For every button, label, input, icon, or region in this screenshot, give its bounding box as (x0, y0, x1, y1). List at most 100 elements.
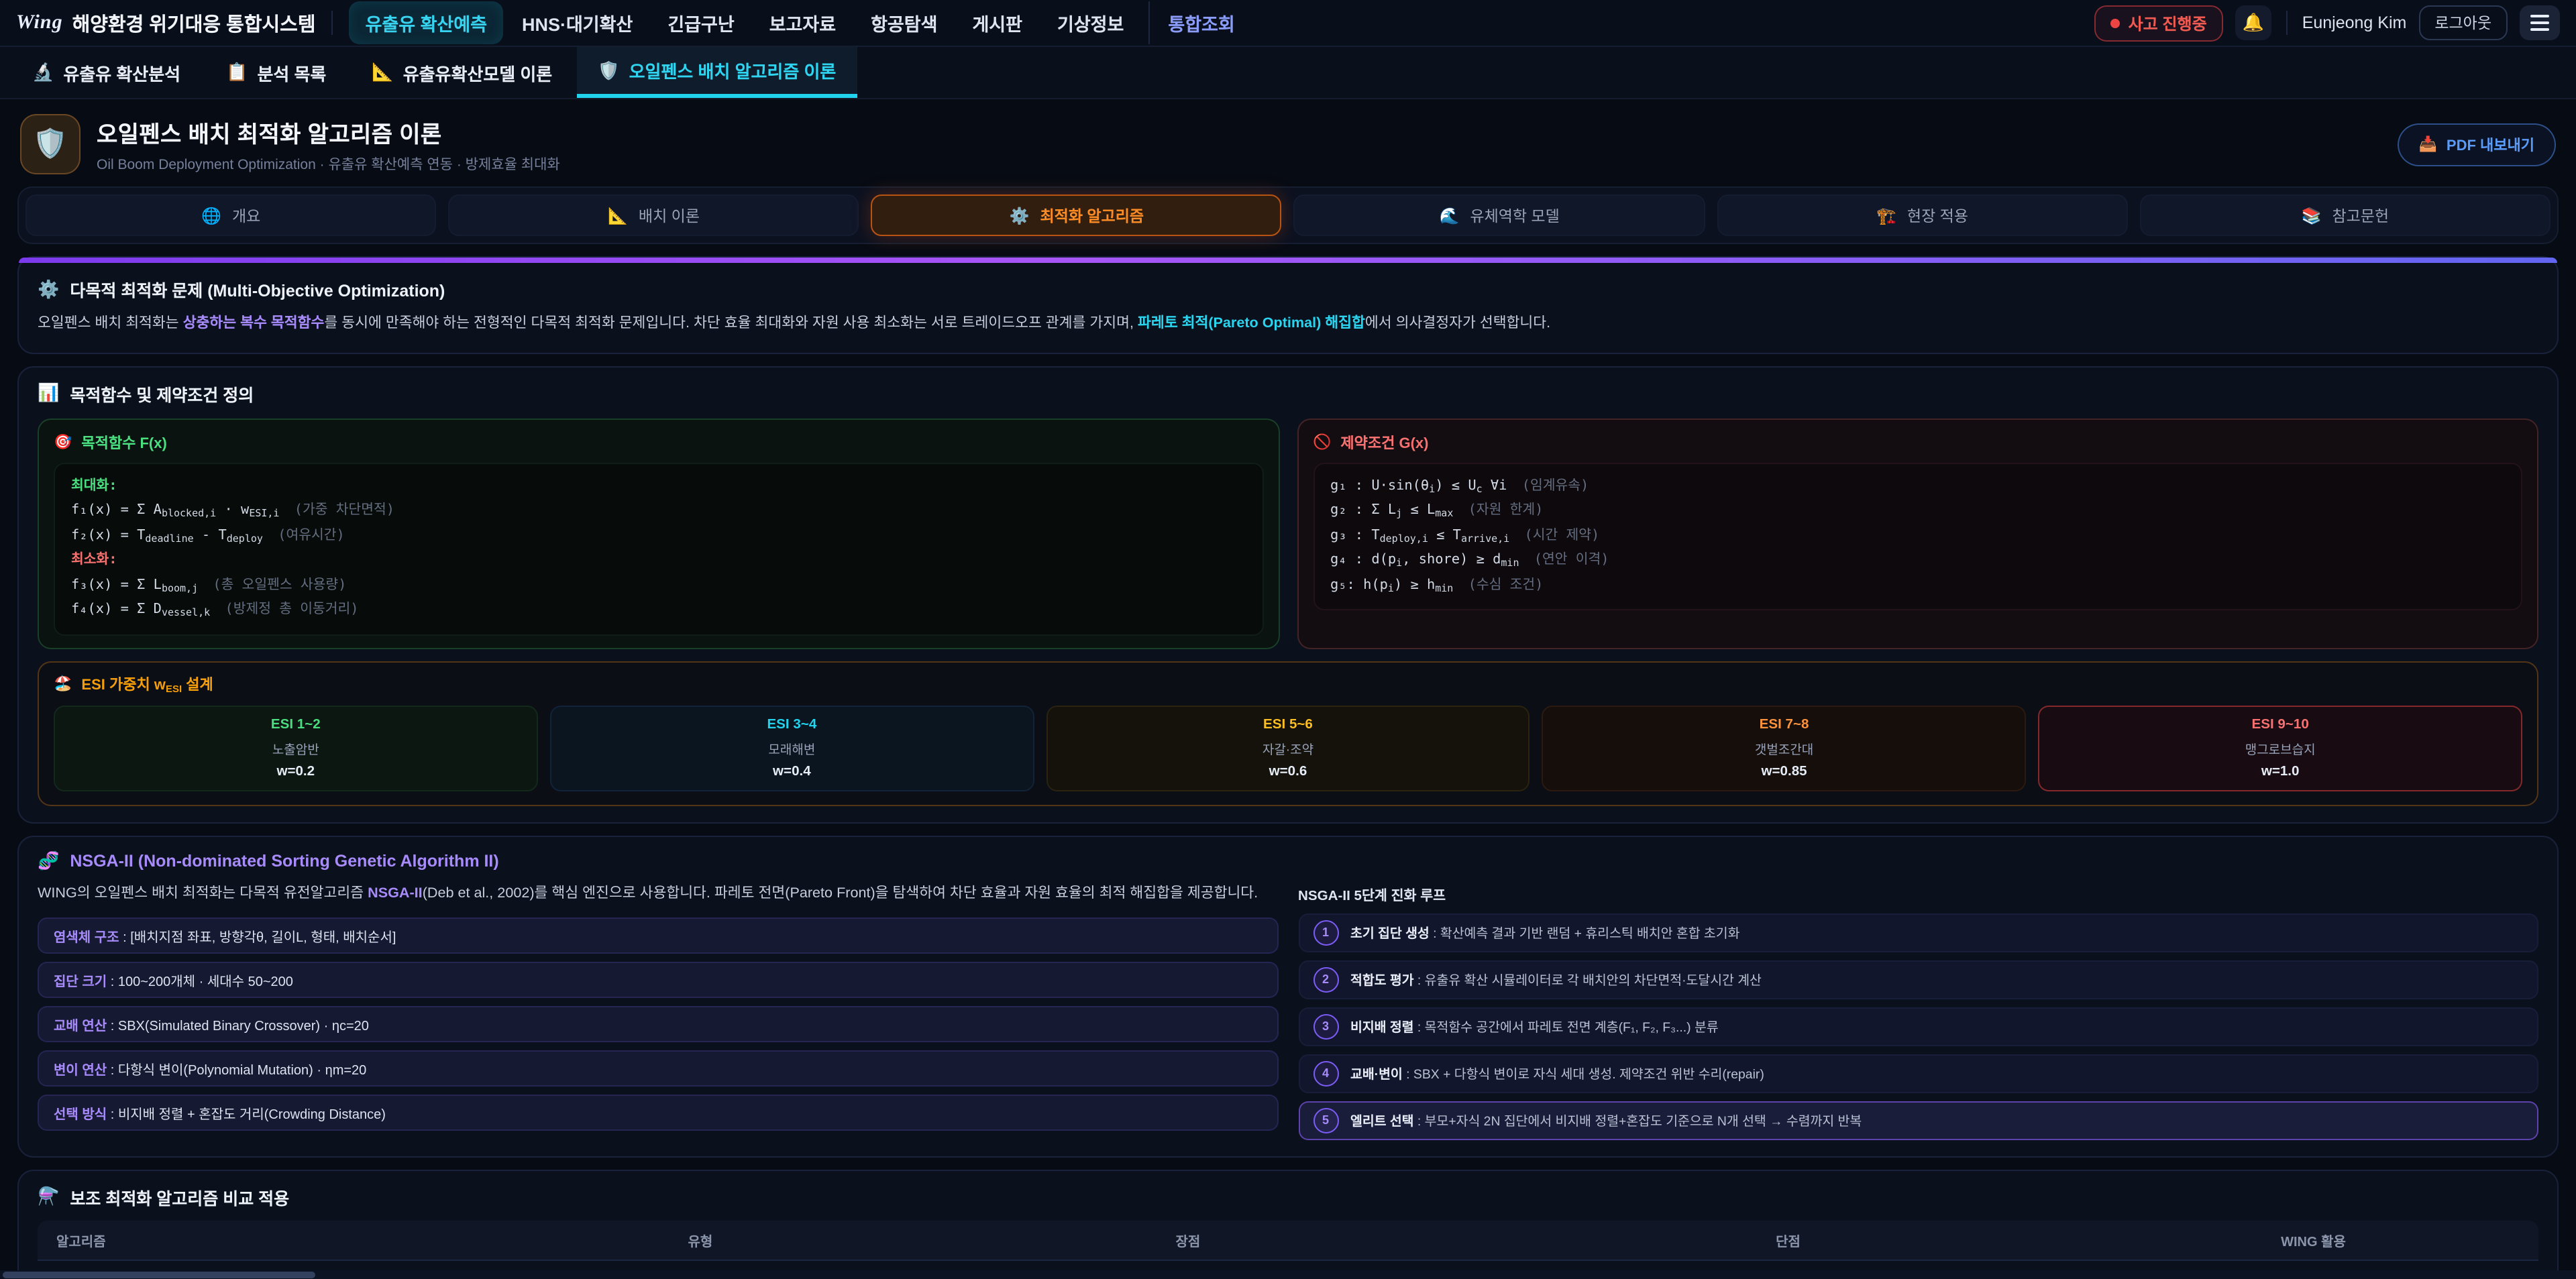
step-text: 교배·변이 : SBX + 다항식 변이로 자식 세대 생성. 제약조건 위반 … (1350, 1064, 1764, 1083)
microscope-icon: 🔬 (32, 62, 54, 82)
section-tab-0[interactable]: 🌐 개요 (25, 194, 437, 236)
step-label: 엘리트 선택 (1350, 1115, 1414, 1130)
subscript: i (1387, 581, 1394, 594)
brand[interactable]: Wing 해양환경 위기대응 통합시스템 (16, 9, 316, 37)
formula-note: (수심 조건) (1460, 577, 1544, 593)
nav-item-0[interactable]: 유출유 확산예측 (349, 1, 503, 44)
section-tab-3[interactable]: 🌊 유체역학 모델 (1293, 194, 1705, 236)
formula-text: g₂ : Σ L (1330, 503, 1397, 518)
subscript: min (1501, 557, 1519, 569)
nav-right: 사고 진행중 🔔 Eunjeong Kim 로그아웃 (2094, 5, 2560, 41)
param-label: 염색체 구조 (54, 930, 119, 946)
sub-tab-bar: 🔬 유출유 확산분석 📋 분석 목록 📐 유출유확산모델 이론 🛡️ 오일펜스 배치 알고리즘… (0, 47, 2576, 99)
formula-section-label: 최대화: (71, 478, 117, 494)
section-tab-label: 참고문헌 (2332, 209, 2390, 225)
table-header-cell: 장점 (888, 1220, 1489, 1261)
hamburger-menu-button[interactable] (2520, 5, 2560, 40)
formula-line: f₃(x) = Σ Lboom,j (총 오일펜스 사용량) (71, 574, 1246, 599)
bell-icon: 🔔 (2242, 12, 2264, 32)
page-title: 오일펜스 배치 최적화 알고리즘 이론 (97, 121, 442, 147)
section-tab-label: 현장 적용 (1907, 209, 1968, 225)
step-text: 비지배 정렬 : 목적함수 공간에서 파레토 전면 계층(F₁, F₂, F₃.… (1350, 1017, 1719, 1036)
subscript: i (1429, 482, 1436, 495)
page-icon-tile: 🛡️ (20, 114, 80, 174)
divider (2286, 11, 2288, 35)
nsga-step-0: 1 초기 집단 생성 : 확산예측 결과 기반 랜덤 + 휴리스틱 배치안 혼합 … (1298, 913, 2538, 952)
nav-item-6[interactable]: 기상정보 (1057, 15, 1124, 35)
text-segment: 오일펜스 배치 최적화는 (38, 315, 183, 331)
horizontal-scrollbar[interactable] (0, 1270, 2576, 1279)
logout-button[interactable]: 로그아웃 (2418, 5, 2508, 40)
tab-0[interactable]: 🔬 유출유 확산분석 (11, 47, 202, 98)
section-tab-label: 유체역학 모델 (1470, 209, 1560, 225)
main-nav: 유출유 확산예측 HNS·대기확산 긴급구난 보고자료 항공탐색 게시판 기상정보 통합조회 (349, 1, 1251, 44)
section-tab-4[interactable]: 🏗️ 현장 적용 (1717, 194, 2128, 236)
esi-card-grid: ESI 1~2 노출암반 w=0.2 ESI 3~4 모래해변 w=0.4 ESI 5~6 자… (54, 705, 2522, 791)
inbox-tray-icon: 📥 (2418, 137, 2437, 153)
page-subtitle: Oil Boom Deployment Optimization · 유출유 확… (97, 156, 560, 172)
tab-3[interactable]: 🛡️ 오일펜스 배치 알고리즘 이론 (576, 47, 858, 98)
tab-1[interactable]: 📋 분석 목록 (205, 47, 347, 98)
section-tab-1[interactable]: 📐 배치 이론 (448, 194, 859, 236)
multi-objective-card: ⚙️ 다목적 최적화 문제 (Multi-Objective Optimizat… (17, 256, 2559, 354)
tab-2[interactable]: 📐 유출유확산모델 이론 (350, 47, 574, 98)
nav-item-4[interactable]: 항공탐색 (871, 15, 938, 35)
nav-item-1[interactable]: HNS·대기확산 (521, 15, 633, 35)
param-value: : 비지배 정렬 + 혼잡도 거리(Crowding Distance) (107, 1107, 386, 1123)
books-icon: 📚 (2301, 206, 2322, 225)
nav-item-5[interactable]: 게시판 (972, 15, 1022, 35)
shield-icon: 🛡️ (32, 128, 68, 159)
esi-shore-type: 모래해변 (768, 742, 816, 758)
section-tab-label: 개요 (231, 209, 261, 225)
scrollbar-thumb[interactable] (3, 1272, 315, 1278)
notifications-button[interactable]: 🔔 (2235, 5, 2271, 40)
esi-range: ESI 9~10 (2251, 717, 2309, 732)
card-heading: ⚗️ 보조 최적화 알고리즘 비교 적용 (38, 1184, 2538, 1210)
esi-weight-box: 🏖️ ESI 가중치 wESI 설계 ESI 1~2 노출암반 w=0.2 ESI 3… (38, 661, 2538, 806)
formula-line: f₄(x) = Σ Dvessel,k (방제정 총 이동거리) (71, 599, 1246, 624)
formula-text: ∀i (1482, 478, 1507, 494)
pdf-export-label: PDF 내보내기 (2446, 137, 2534, 154)
step-label: 초기 집단 생성 (1350, 927, 1430, 942)
section-tab-label: 최적화 알고리즘 (1040, 209, 1144, 225)
formula-line: g₄ : d(pi, shore) ≥ dmin (연안 이격) (1330, 549, 2505, 574)
nav-item-2[interactable]: 긴급구난 (667, 15, 735, 35)
subscript: boom,j (161, 581, 199, 594)
section-tab-2[interactable]: ⚙️ 최적화 알고리즘 (871, 194, 1282, 236)
card-title: 목적함수 및 제약조건 정의 (70, 386, 254, 405)
triangular-ruler-icon: 📐 (372, 62, 394, 82)
esi-weight-value: w=0.85 (1761, 764, 1807, 779)
section-tab-5[interactable]: 📚 참고문헌 (2139, 194, 2551, 236)
subscript: deploy (226, 532, 263, 545)
formula-text: 설계 (182, 677, 213, 693)
highlighted-text: 파레토 최적(Pareto Optimal) 해집합 (1138, 315, 1365, 331)
formula-section-label: 최소화: (71, 553, 117, 568)
table-header-cell: 단점 (1488, 1220, 2088, 1261)
constraint-panel: 🚫 제약조건 G(x) g₁ : U·sin(θi) ≤ Uc ∀i (임계유속… (1297, 418, 2538, 649)
card-heading: 📊 목적함수 및 제약조건 정의 (38, 381, 2538, 406)
param-value: : SBX(Simulated Binary Crossover) · ηc=2… (107, 1019, 369, 1034)
param-value: : 100~200개체 · 세대수 50~200 (107, 975, 293, 990)
formula-text: g₁ : U·sin(θ (1330, 478, 1430, 494)
nav-item-7[interactable]: 통합조회 (1148, 1, 1250, 44)
nsga-columns: WING의 오일펜스 배치 최적화는 다목적 유전알고리즘 NSGA-II(De… (38, 883, 2538, 1140)
formula-line: g₂ : Σ Lj ≤ Lmax (자원 한계) (1330, 500, 2505, 524)
formula-text: g₄ : d(p (1330, 553, 1397, 568)
constraint-title: 제약조건 G(x) (1340, 435, 1429, 452)
formula-text: f₁(x) = Σ A (71, 503, 162, 518)
clipboard-icon: 📋 (226, 62, 248, 82)
nav-item-3[interactable]: 보고자료 (769, 15, 837, 35)
param-value: : [배치지점 좌표, 방향각θ, 길이L, 형태, 배치순서] (119, 930, 396, 946)
step-label: 교배·변이 (1350, 1068, 1403, 1083)
text-segment: 에서 의사결정자가 선택합니다. (1364, 315, 1551, 331)
text-segment: WING의 오일펜스 배치 최적화는 다목적 유전알고리즘 (38, 885, 368, 901)
formula-text: , shore) ≥ d (1402, 553, 1501, 568)
step-number-badge: 2 (1313, 966, 1338, 993)
globe-icon: 🌐 (201, 206, 221, 225)
nsga-param-row-1: 집단 크기 : 100~200개체 · 세대수 50~200 (38, 961, 1278, 998)
esi-range: ESI 3~4 (767, 717, 817, 732)
pdf-export-button[interactable]: 📥 PDF 내보내기 (2397, 123, 2556, 166)
incident-status-badge[interactable]: 사고 진행중 (2094, 5, 2223, 41)
